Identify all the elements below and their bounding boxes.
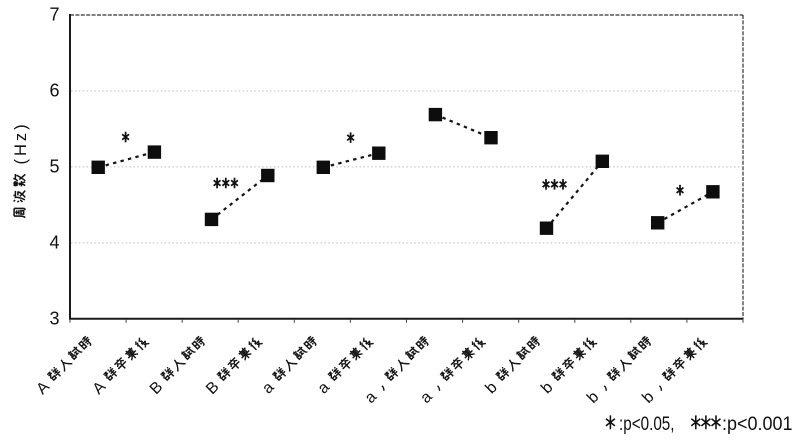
svg-text::p<0.05,: :p<0.05, xyxy=(619,414,675,435)
svg-text:6: 6 xyxy=(49,81,59,101)
svg-text::p<0.001: :p<0.001 xyxy=(722,414,793,435)
svg-text:(Hz): (Hz) xyxy=(12,121,30,164)
svg-text:3: 3 xyxy=(49,309,59,329)
svg-text:4: 4 xyxy=(49,233,59,253)
svg-text:5: 5 xyxy=(49,157,59,177)
svg-text:7: 7 xyxy=(49,5,59,25)
